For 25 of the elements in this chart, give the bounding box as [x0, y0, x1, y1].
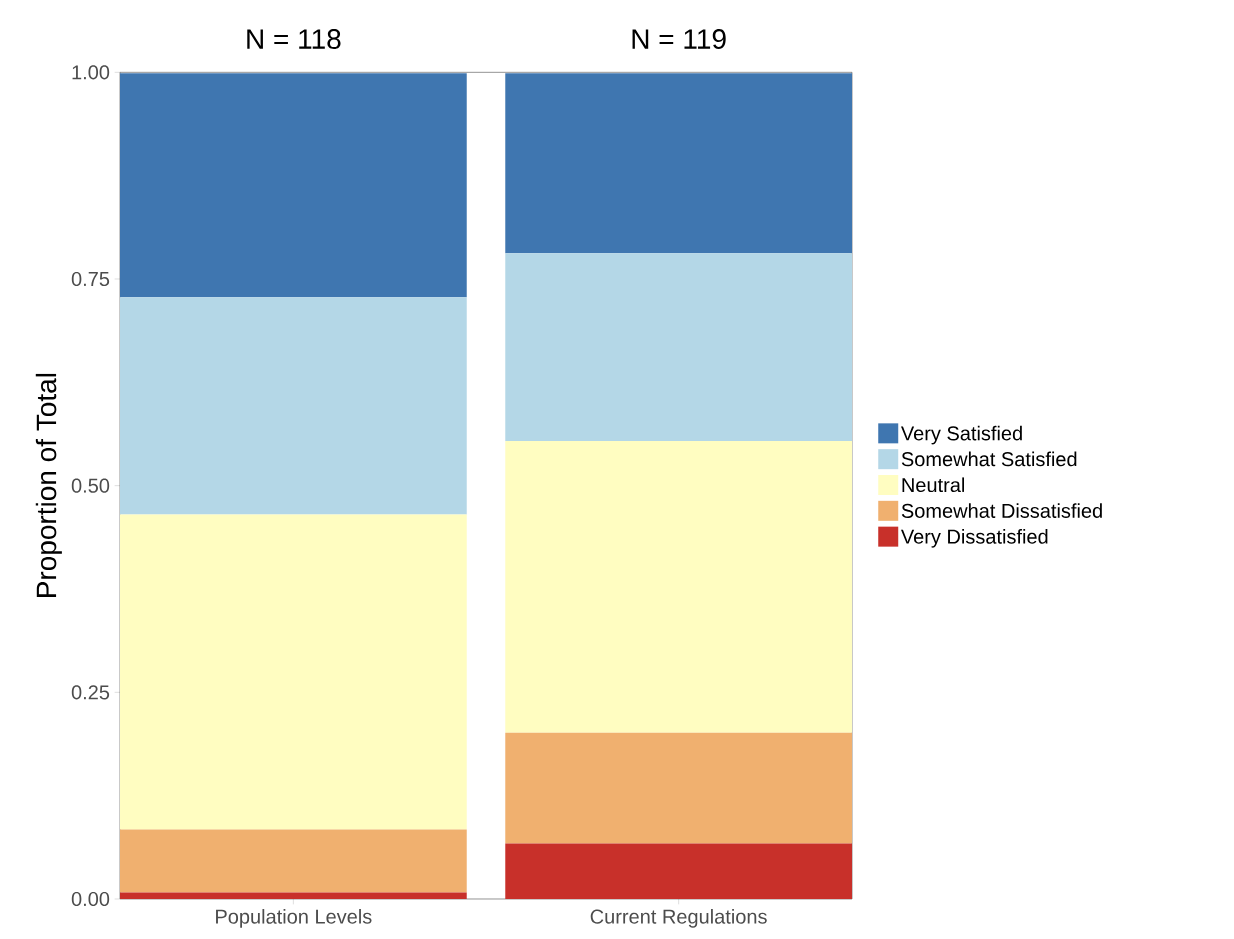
legend-label: Very Dissatisfied: [900, 529, 1048, 548]
y-tick-label: 0.75: [71, 271, 110, 287]
legend-label: Very Satisfied: [900, 425, 1022, 445]
y-tick-label: 1.00: [72, 65, 110, 80]
x-tick-label: Population Levels: [216, 909, 372, 928]
bar: [505, 843, 853, 899]
text: N = 118: [247, 29, 341, 49]
bar: [120, 297, 467, 515]
y-tick-label: 0.00: [71, 891, 110, 907]
bar: [505, 441, 853, 733]
legend-label: Somewhat Dissatisfied: [901, 503, 1102, 518]
y-tick-label: 0.50: [71, 478, 110, 493]
bar: [505, 73, 853, 254]
bar: [120, 514, 467, 830]
bar: [120, 829, 467, 893]
legend-label: Somewhat Satisfied: [901, 451, 1077, 467]
bar: [120, 892, 467, 899]
bar: [120, 73, 467, 298]
bar: [505, 732, 853, 844]
y-axis-title: Proportion of Total: [35, 373, 62, 597]
legend-label: Neutral: [902, 477, 965, 493]
y-tick-label: 0.25: [71, 685, 110, 700]
bar: [505, 253, 853, 442]
x-tick-label: Current Regulations: [590, 909, 767, 928]
text: N = 119: [632, 29, 726, 49]
